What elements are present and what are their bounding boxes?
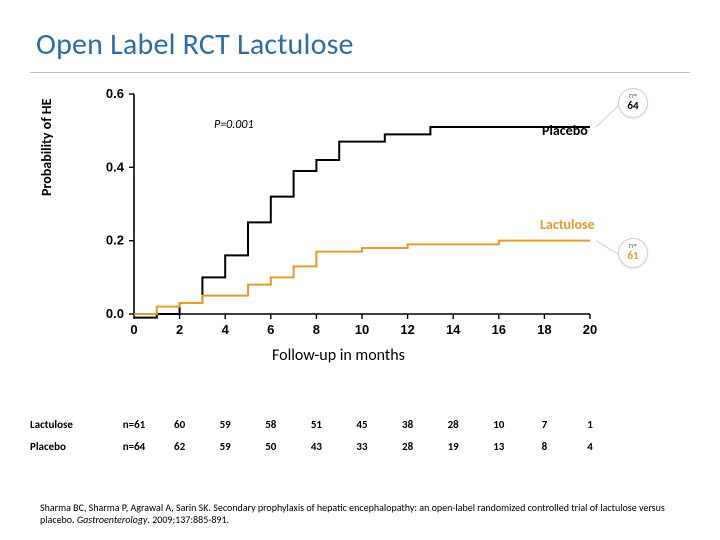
risk-cell: 28 [438,418,468,431]
risk-cell: 4 [575,440,605,453]
svg-text:0.4: 0.4 [106,159,125,174]
svg-text:0: 0 [130,322,137,337]
svg-text:0.6: 0.6 [106,86,124,101]
risk-cell: 43 [301,440,331,453]
risk-cell: 1 [575,418,605,431]
citation-post: . 2009;137:885-891. [147,513,229,526]
svg-text:14: 14 [446,322,461,337]
risk-cell: 7 [529,418,559,431]
svg-text:2: 2 [176,322,183,337]
y-axis-label: Probability of HE [38,99,55,196]
svg-text:10: 10 [355,322,369,337]
n-value-placebo: 64 [619,100,647,112]
citation: Sharma BC, Sharma P, Agrawal A, Sarin SK… [40,502,680,526]
svg-text:8: 8 [313,322,320,337]
x-axis-label: Follow-up in months [272,346,405,365]
risk-cell: n=61 [119,418,149,431]
risk-row-label: Placebo [30,440,66,453]
svg-text:4: 4 [222,322,230,337]
citation-journal: Gastroenterology [77,513,148,526]
risk-cell: 59 [210,418,240,431]
svg-text:6: 6 [267,322,274,337]
n-value-lactulose: 61 [619,250,647,262]
series-label-lactulose: Lactulose [540,216,595,233]
risk-cell: 33 [347,440,377,453]
svg-text:12: 12 [400,322,414,337]
svg-text:16: 16 [492,322,506,337]
n-badge-placebo: n= 64 [618,88,648,118]
svg-text:0.2: 0.2 [106,233,124,248]
risk-cell: n=64 [119,440,149,453]
risk-cell: 45 [347,418,377,431]
title-underline [30,72,690,73]
svg-text:20: 20 [583,322,597,337]
risk-row-label: Lactulose [30,418,73,431]
risk-cell: 8 [529,440,559,453]
risk-cell: 10 [484,418,514,431]
risk-cell: 60 [165,418,195,431]
risk-cell: 51 [301,418,331,431]
p-value-text: P=0.001 [214,118,254,132]
n-badge-lactulose: n= 61 [618,238,648,268]
series-label-placebo: Placebo [542,122,588,139]
risk-cell: 59 [210,440,240,453]
svg-text:18: 18 [537,322,551,337]
risk-cell: 62 [165,440,195,453]
risk-cell: 50 [256,440,286,453]
risk-cell: 28 [393,440,423,453]
svg-text:0.0: 0.0 [106,306,124,321]
risk-cell: 19 [438,440,468,453]
km-chart: Probability of HE 0.00.20.40.60246810121… [62,86,658,426]
slide-title: Open Label RCT Lactulose [36,26,354,63]
risk-cell: 13 [484,440,514,453]
risk-cell: 58 [256,418,286,431]
risk-cell: 38 [393,418,423,431]
